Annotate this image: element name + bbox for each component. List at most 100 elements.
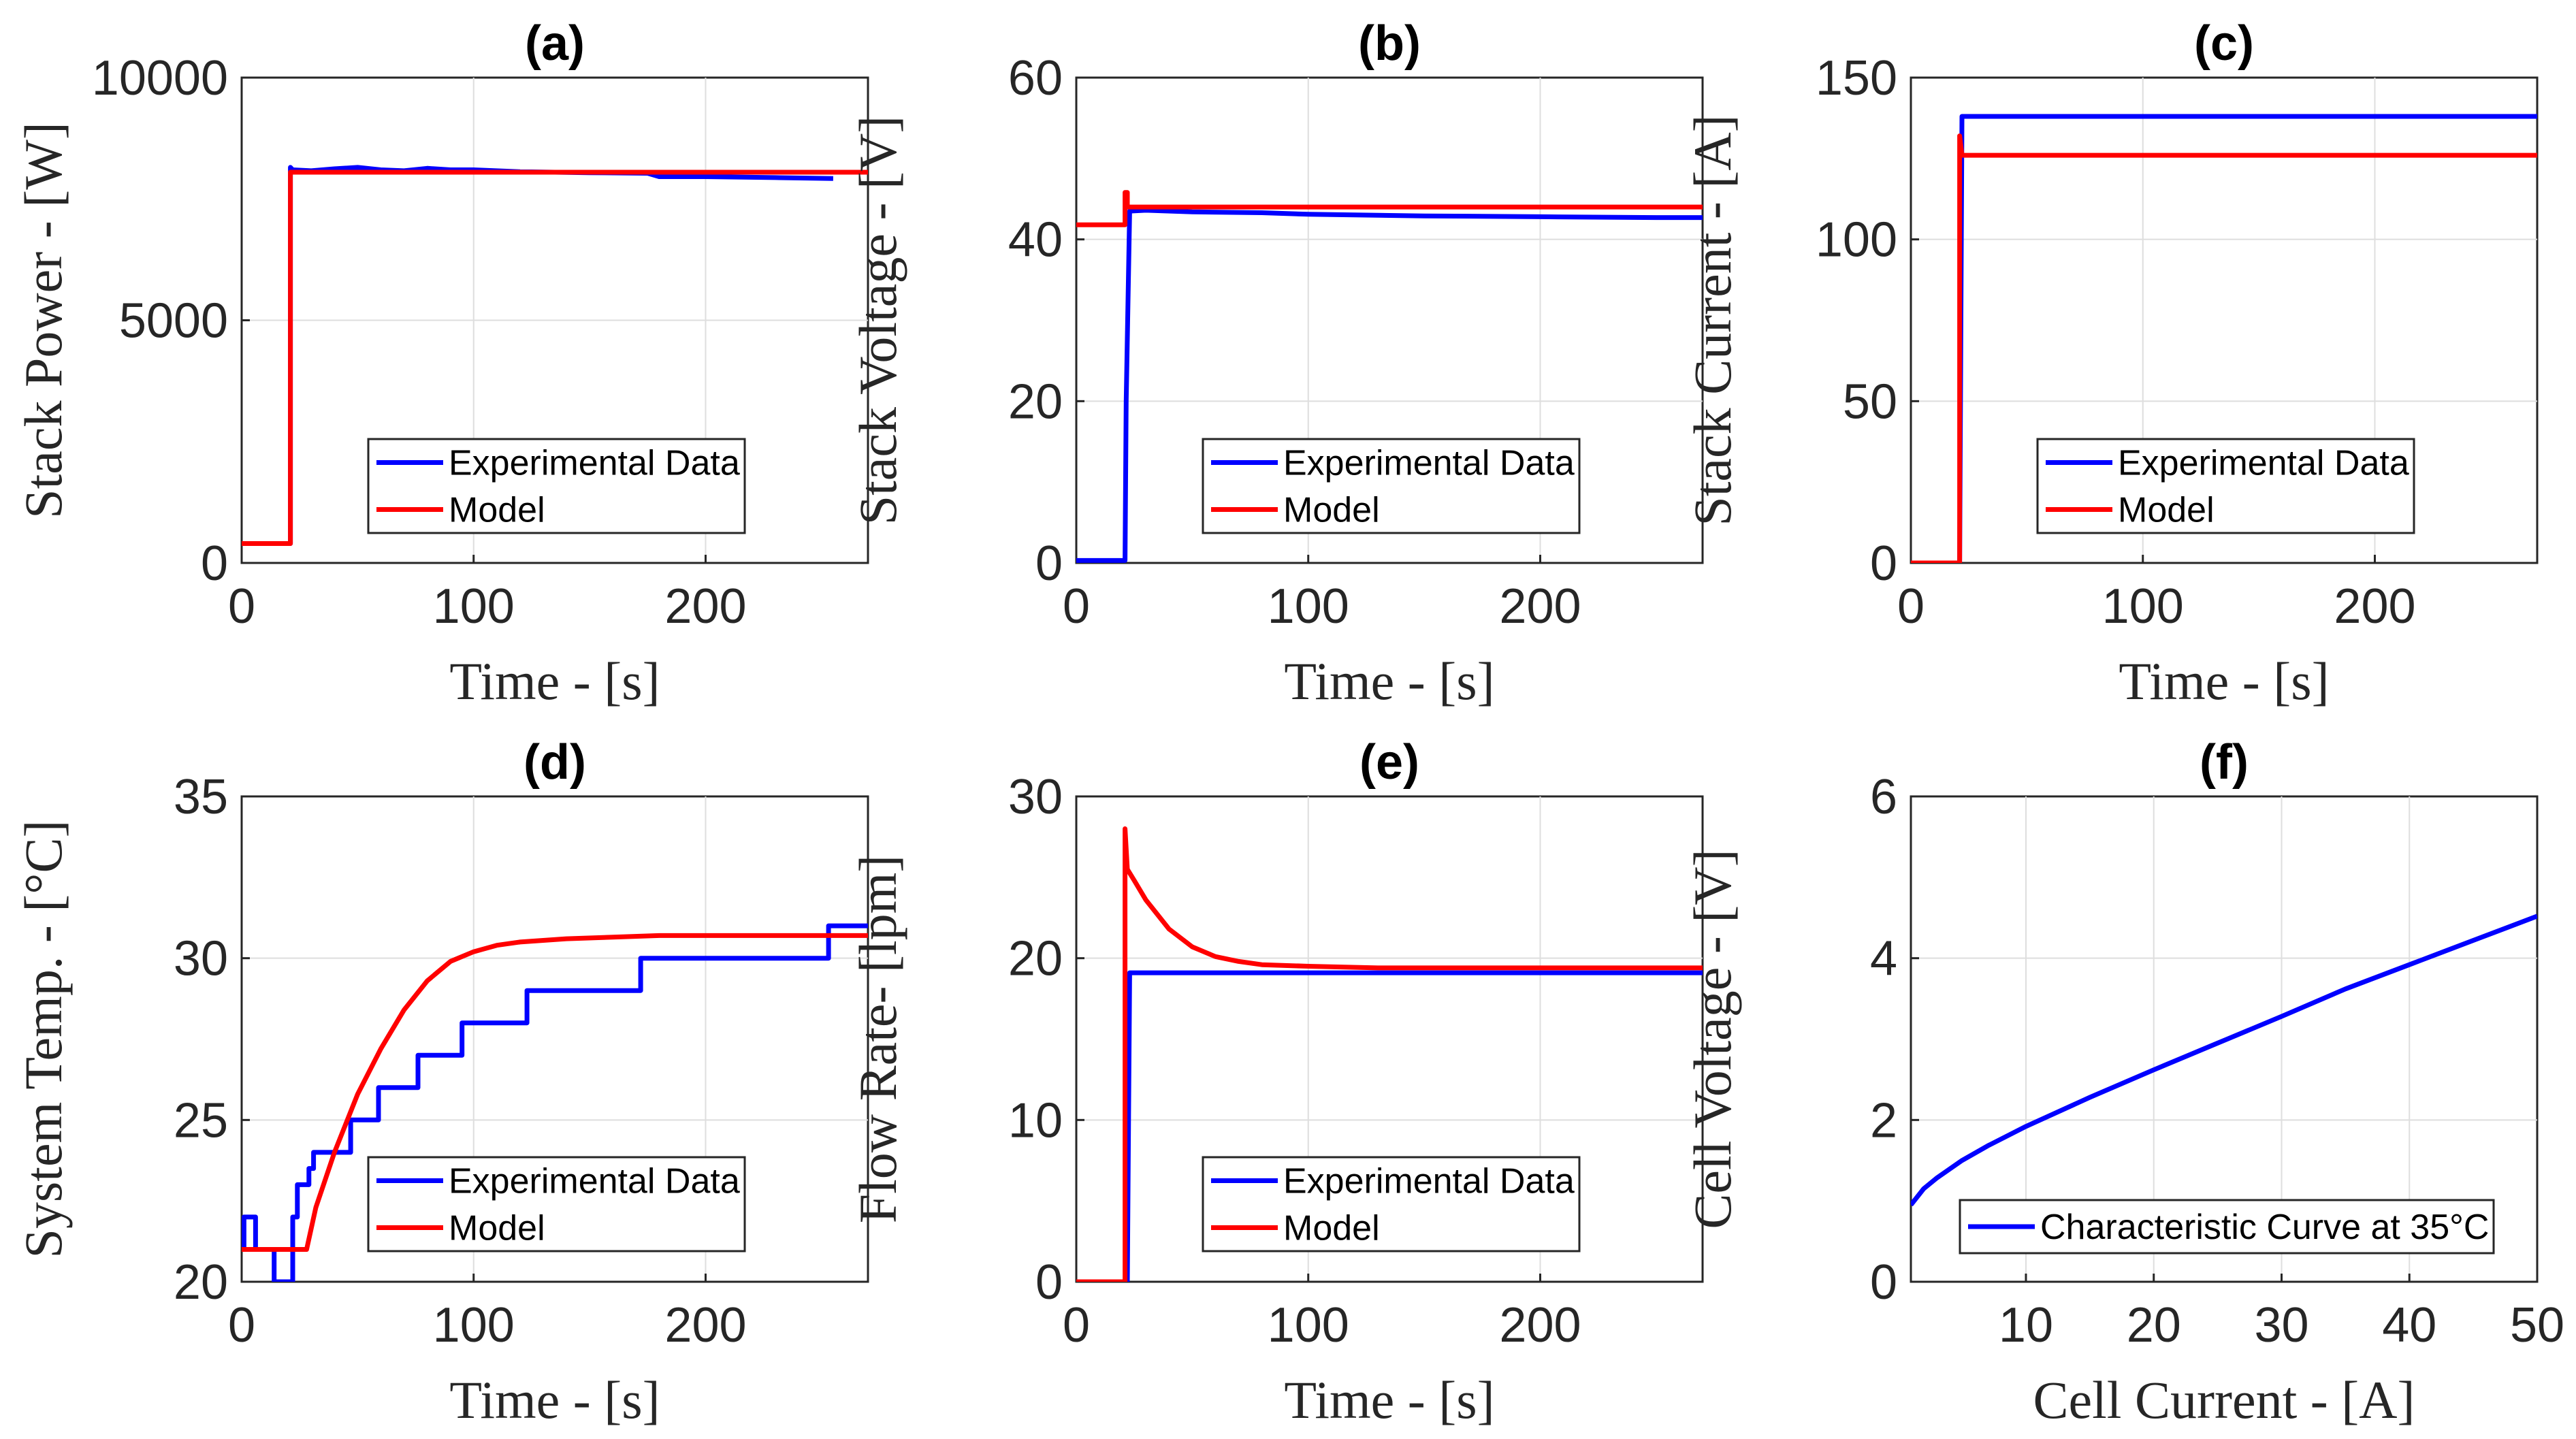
x-tick-label: 200 [2334,579,2415,634]
legend-label: Model [2118,491,2215,530]
y-tick-label: 0 [1035,1255,1063,1310]
chart-title: (e) [1359,735,1419,790]
x-tick-label: 30 [2254,1298,2308,1353]
x-axis-label: Time - [s] [2119,651,2329,711]
chart-title: (c) [2194,16,2254,71]
y-tick-label: 35 [174,770,228,824]
legend-box [2036,438,2415,534]
x-axis-label: Cell Current - [A] [2033,1370,2415,1429]
y-tick-label: 100 [1816,213,1897,268]
y-tick-label: 20 [174,1255,228,1310]
x-tick-label: 10 [1999,1298,2053,1353]
y-tick-label: 50 [1843,374,1897,429]
x-tick-label: 100 [433,1298,515,1353]
x-axis-label: Time - [s] [1284,651,1494,711]
legend-label: Model [1283,1209,1380,1248]
x-tick-label: 100 [1268,1298,1349,1353]
legend-label: Experimental Data [1283,444,1575,483]
legend-box [367,438,746,534]
x-tick-label: 100 [433,579,515,634]
chart-d: 0 100 200 20 25 30 35 (d) Time - [s] System Temp.… [14,735,869,1429]
legend: Experimental Data Model [367,438,746,534]
series-line [1076,970,1703,1282]
y-tick-label: 30 [1008,770,1063,824]
chart-a: 0 100 200 0 5000 10000 (a) Time - [s] Stack Powe… [14,16,869,711]
y-axis-label: System Temp. - [°C] [14,820,73,1259]
legend: Characteristic Curve at 35°C [1959,1199,2495,1255]
series-line [242,169,868,546]
legend-label: Model [1283,491,1380,530]
y-tick-label: 20 [1008,932,1063,986]
y-axis-label: Stack Voltage - [V] [848,116,907,526]
chart-title: (f) [2200,735,2249,790]
chart-title: (a) [525,16,585,71]
x-tick-label: 20 [2127,1298,2181,1353]
legend: Experimental Data Model [1202,438,1581,534]
legend-label: Experimental Data [2118,444,2409,483]
chart-f: 10 20 30 40 50 0 2 4 6 (f) Cell Current - [A] Cell … [1683,735,2564,1429]
series-line [1911,913,2537,1207]
x-tick-label: 40 [2382,1298,2436,1353]
legend-label: Experimental Data [449,1162,740,1201]
legend: Experimental Data Model [367,1156,746,1252]
y-tick-label: 10000 [92,51,228,106]
series-line [1911,133,2537,563]
x-tick-label: 100 [2102,579,2184,634]
y-tick-label: 60 [1008,51,1063,106]
series-line [1076,208,1703,563]
x-tick-label: 200 [664,579,746,634]
x-tick-label: 200 [1499,579,1581,634]
x-axis-label: Time - [s] [449,651,660,711]
y-axis-label: Cell Voltage - [V] [1683,849,1742,1229]
legend-label: Model [449,491,545,530]
series-line [1076,826,1703,1282]
x-tick-label: 0 [228,579,255,634]
y-tick-label: 0 [1035,536,1063,591]
y-axis-label: Stack Current - [A] [1683,114,1742,526]
y-tick-label: 150 [1816,51,1897,106]
x-axis-label: Time - [s] [449,1370,660,1429]
chart-e: 0 100 200 0 10 20 30 (e) Time - [s] Flow Rate- [l… [848,735,1704,1429]
x-tick-label: 100 [1268,579,1349,634]
y-tick-label: 2 [1870,1093,1897,1148]
series-line [1076,190,1703,227]
y-axis-label: Stack Power - [W] [14,122,73,519]
x-tick-label: 200 [664,1298,746,1353]
legend-box [1202,438,1581,534]
chart-title: (b) [1358,16,1421,71]
legend-box [1959,1199,2495,1255]
x-tick-label: 0 [228,1298,255,1353]
legend-box [1202,1156,1581,1252]
x-tick-label: 50 [2510,1298,2564,1353]
y-tick-label: 0 [1870,536,1897,591]
y-tick-label: 4 [1870,932,1897,986]
legend-label: Experimental Data [1283,1162,1575,1201]
y-tick-label: 40 [1008,213,1063,268]
x-tick-label: 0 [1063,579,1090,634]
legend-label: Model [449,1209,545,1248]
y-tick-label: 0 [1870,1255,1897,1310]
y-tick-label: 25 [174,1093,228,1148]
legend-label: Characteristic Curve at 35°C [2040,1208,2489,1247]
y-tick-label: 6 [1870,770,1897,824]
y-tick-label: 30 [174,932,228,986]
y-axis-label: Flow Rate- [lpm] [848,855,907,1224]
y-tick-label: 0 [201,536,228,591]
legend-box [367,1156,746,1252]
series-line [242,933,868,1252]
x-tick-label: 0 [1897,579,1925,634]
chart-title: (d) [524,735,586,790]
x-tick-label: 200 [1499,1298,1581,1353]
chart-b: 0 100 200 0 20 40 60 (b) Time - [s] Stack Voltage… [848,16,1704,711]
chart-c: 0 100 200 0 50 100 150 (c) Time - [s] Stack Curre… [1683,16,2539,711]
legend: Experimental Data Model [1202,1156,1581,1252]
series-line [242,923,868,1282]
legend: Experimental Data Model [2036,438,2415,534]
legend-label: Experimental Data [449,444,740,483]
x-tick-label: 0 [1063,1298,1090,1353]
y-tick-label: 20 [1008,374,1063,429]
y-tick-label: 5000 [119,294,228,349]
y-tick-label: 10 [1008,1093,1063,1148]
x-axis-label: Time - [s] [1284,1370,1494,1429]
